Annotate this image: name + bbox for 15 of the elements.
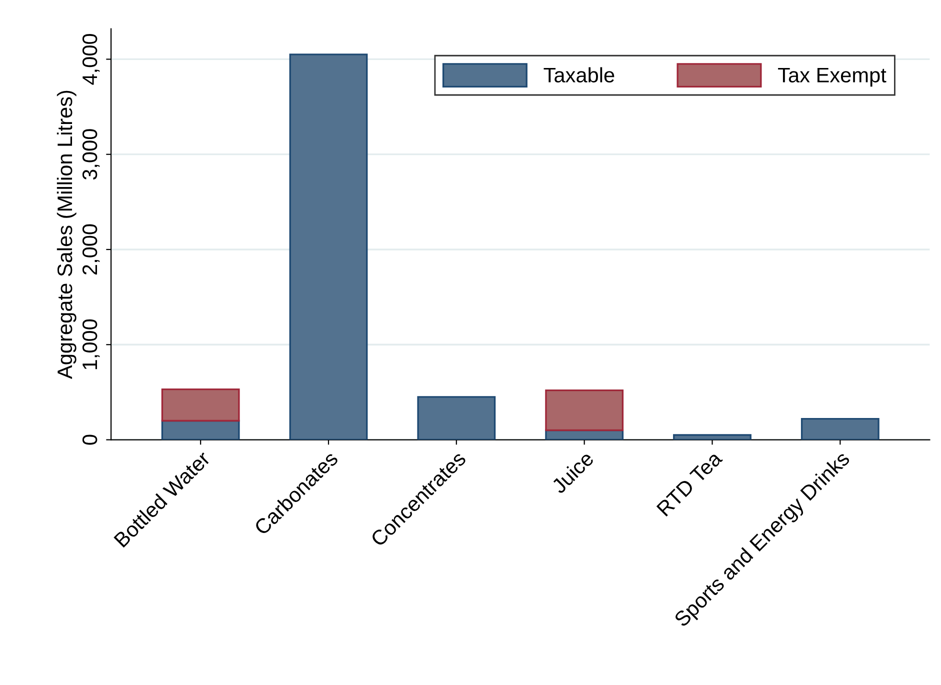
bar — [545, 389, 624, 432]
bar — [289, 54, 368, 440]
legend-label: Taxable — [544, 67, 614, 82]
legend-label: Tax Exempt — [778, 68, 886, 87]
bar — [800, 418, 880, 440]
y-axis-title: Aggregate Sales (Million Litres) — [56, 90, 76, 379]
bar — [673, 434, 752, 440]
y-tick-label: 1,000 — [82, 319, 100, 370]
bar — [161, 388, 240, 422]
bar — [417, 396, 496, 440]
y-tick-label: 4,000 — [82, 34, 100, 85]
bar — [161, 420, 240, 440]
y-tick-label: 3,000 — [82, 129, 100, 180]
y-tick-label: 0 — [82, 434, 98, 445]
y-tick-label: 2,000 — [82, 224, 100, 275]
